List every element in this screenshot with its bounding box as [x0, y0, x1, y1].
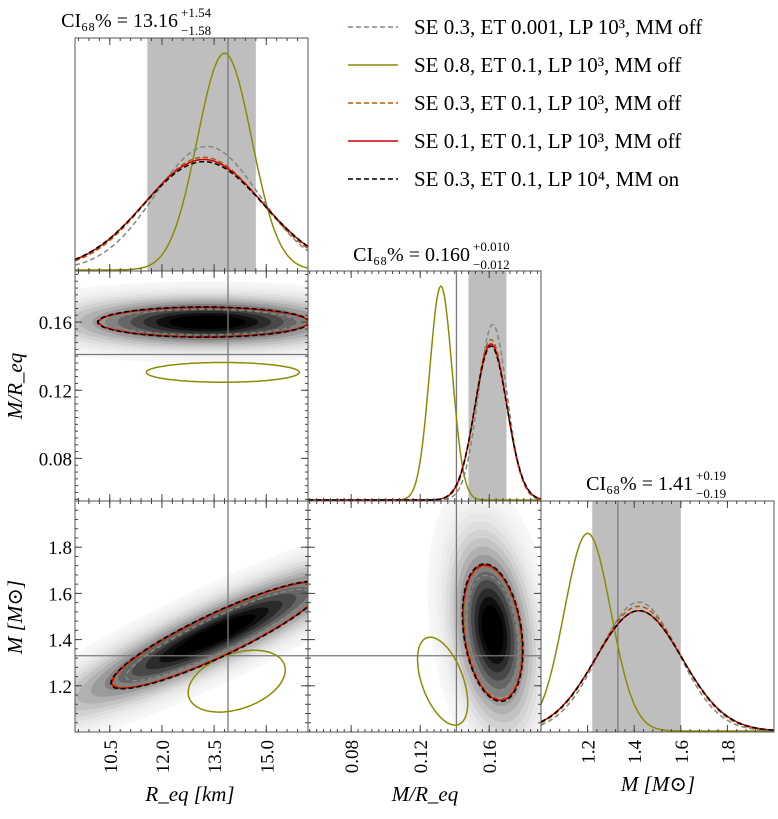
ci-title-mr: CI₆₈% = 0.160 +0.010 −0.012 — [353, 239, 509, 272]
ci-title-mr-sup: +0.010 — [473, 239, 510, 254]
ci-band-mr — [468, 271, 507, 501]
ci-title-m-main: CI₆₈% = 1.41 — [586, 473, 693, 495]
x-axis-label-mr: M/R_eq — [391, 782, 459, 806]
x-axis-label-req: R_eq [km] — [144, 782, 234, 806]
legend-label-1: SE 0.8, ET 0.1, LP 10³, MM off — [414, 53, 681, 77]
x-tick-label: 1.4 — [625, 740, 646, 764]
marginal-curve-m — [541, 605, 774, 732]
y-tick-label: 1.8 — [48, 538, 72, 559]
x-tick-label: 0.12 — [411, 740, 432, 773]
y-tick-label: 1.6 — [48, 584, 72, 605]
x-tick-label: 0.16 — [480, 740, 501, 773]
marginal-curve-req — [75, 52, 308, 271]
legend-entry-3: SE 0.1, ET 0.1, LP 10³, MM off — [348, 129, 681, 153]
contour-contour_m_mr — [461, 563, 524, 703]
contours-m-vs-mr — [416, 563, 524, 726]
contour-contour_m_mr — [466, 574, 519, 691]
x-tick-label: 13.5 — [205, 740, 226, 773]
ci-title-req: CI₆₈% = 13.16 +1.54 −1.58 — [61, 5, 211, 38]
ci-title-m-sub: −0.19 — [696, 486, 726, 501]
legend-entry-0: SE 0.3, ET 0.001, LP 10³, MM off — [348, 15, 702, 39]
x-tick-label: 1.2 — [579, 740, 600, 764]
y-axis-label-mr: M/R_eq — [3, 352, 27, 420]
marginal-req-curves — [75, 52, 308, 271]
contour-contour_req_mr — [109, 308, 299, 336]
marginal-curve-m — [541, 609, 774, 731]
contours-m-vs-req — [110, 580, 308, 713]
x-tick-label: 1.8 — [718, 740, 739, 764]
contour-contour_req_mr — [96, 306, 308, 339]
legend: SE 0.3, ET 0.001, LP 10³, MM off SE 0.8,… — [348, 15, 702, 191]
y-tick-label: 0.08 — [39, 449, 72, 470]
ci-title-mr-main: CI₆₈% = 0.160 — [353, 244, 470, 266]
ci-title-req-main: CI₆₈% = 13.16 — [61, 10, 178, 32]
density-level — [194, 319, 220, 325]
contour-contour_req_mr — [145, 361, 301, 384]
legend-label-2: SE 0.3, ET 0.1, LP 10³, MM off — [414, 91, 681, 115]
y-tick-label: 1.2 — [48, 677, 72, 698]
marginal-mr-curves — [308, 285, 541, 501]
panel-hist-m — [540, 500, 775, 733]
legend-label-3: SE 0.1, ET 0.1, LP 10³, MM off — [414, 129, 681, 153]
legend-label-4: SE 0.3, ET 0.1, LP 10⁴, MM on — [414, 167, 680, 191]
contour-contour_m_req — [125, 588, 308, 682]
ci-title-m-sup: +0.19 — [696, 468, 726, 483]
marginal-m-curves — [541, 532, 774, 732]
x-tick-label: 1.6 — [672, 740, 693, 764]
marginal-curve-req — [75, 156, 308, 262]
contour-contour_m_req — [187, 649, 286, 713]
density-m-vs-mr — [427, 501, 541, 732]
contour-contour_m_mr — [463, 565, 523, 700]
x-tick-label: 10.5 — [101, 740, 122, 773]
y-axis-label-m: M [M⊙] — [3, 580, 27, 655]
legend-entry-2: SE 0.3, ET 0.1, LP 10³, MM off — [348, 91, 681, 115]
ci-band-m — [592, 501, 681, 732]
marginal-curve-m — [541, 601, 774, 732]
ci-title-req-sup: +1.54 — [181, 5, 212, 20]
legend-label-0: SE 0.3, ET 0.001, LP 10³, MM off — [414, 15, 702, 39]
y-tick-label: 1.4 — [48, 631, 72, 652]
contours-mr-vs-req — [96, 306, 308, 384]
x-axis-label-m: M [M⊙] — [620, 772, 695, 796]
ci-title-m: CI₆₈% = 1.41 +0.19 −0.19 — [586, 468, 726, 501]
x-tick-label: 15.0 — [257, 740, 278, 773]
y-tick-label: 0.16 — [39, 313, 72, 334]
axis-ticks — [75, 38, 766, 733]
marginal-curve-req — [75, 160, 308, 260]
density-level — [489, 622, 497, 639]
density-level — [200, 628, 228, 642]
legend-entry-1: SE 0.8, ET 0.1, LP 10³, MM off — [348, 53, 681, 77]
ci-title-req-sub: −1.58 — [181, 23, 211, 38]
ci-title-mr-sub: −0.012 — [473, 257, 510, 272]
marginal-curve-m — [541, 532, 774, 732]
contour-contour_m_req — [110, 580, 308, 690]
marginal-curve-mr — [308, 345, 541, 501]
x-tick-label: 12.0 — [153, 740, 174, 773]
ci-band-req — [147, 38, 256, 271]
panel-frames — [74, 37, 775, 733]
tick-labels: 10.5 12.0 13.5 15.0 0.08 0.12 0.16 1.2 1.4 1.6 1.8… — [39, 313, 740, 773]
x-tick-label: 0.08 — [342, 740, 363, 773]
legend-entry-4: SE 0.3, ET 0.1, LP 10⁴, MM on — [348, 167, 680, 191]
contour-contour_m_mr — [416, 636, 469, 726]
y-tick-label: 0.12 — [39, 381, 72, 402]
